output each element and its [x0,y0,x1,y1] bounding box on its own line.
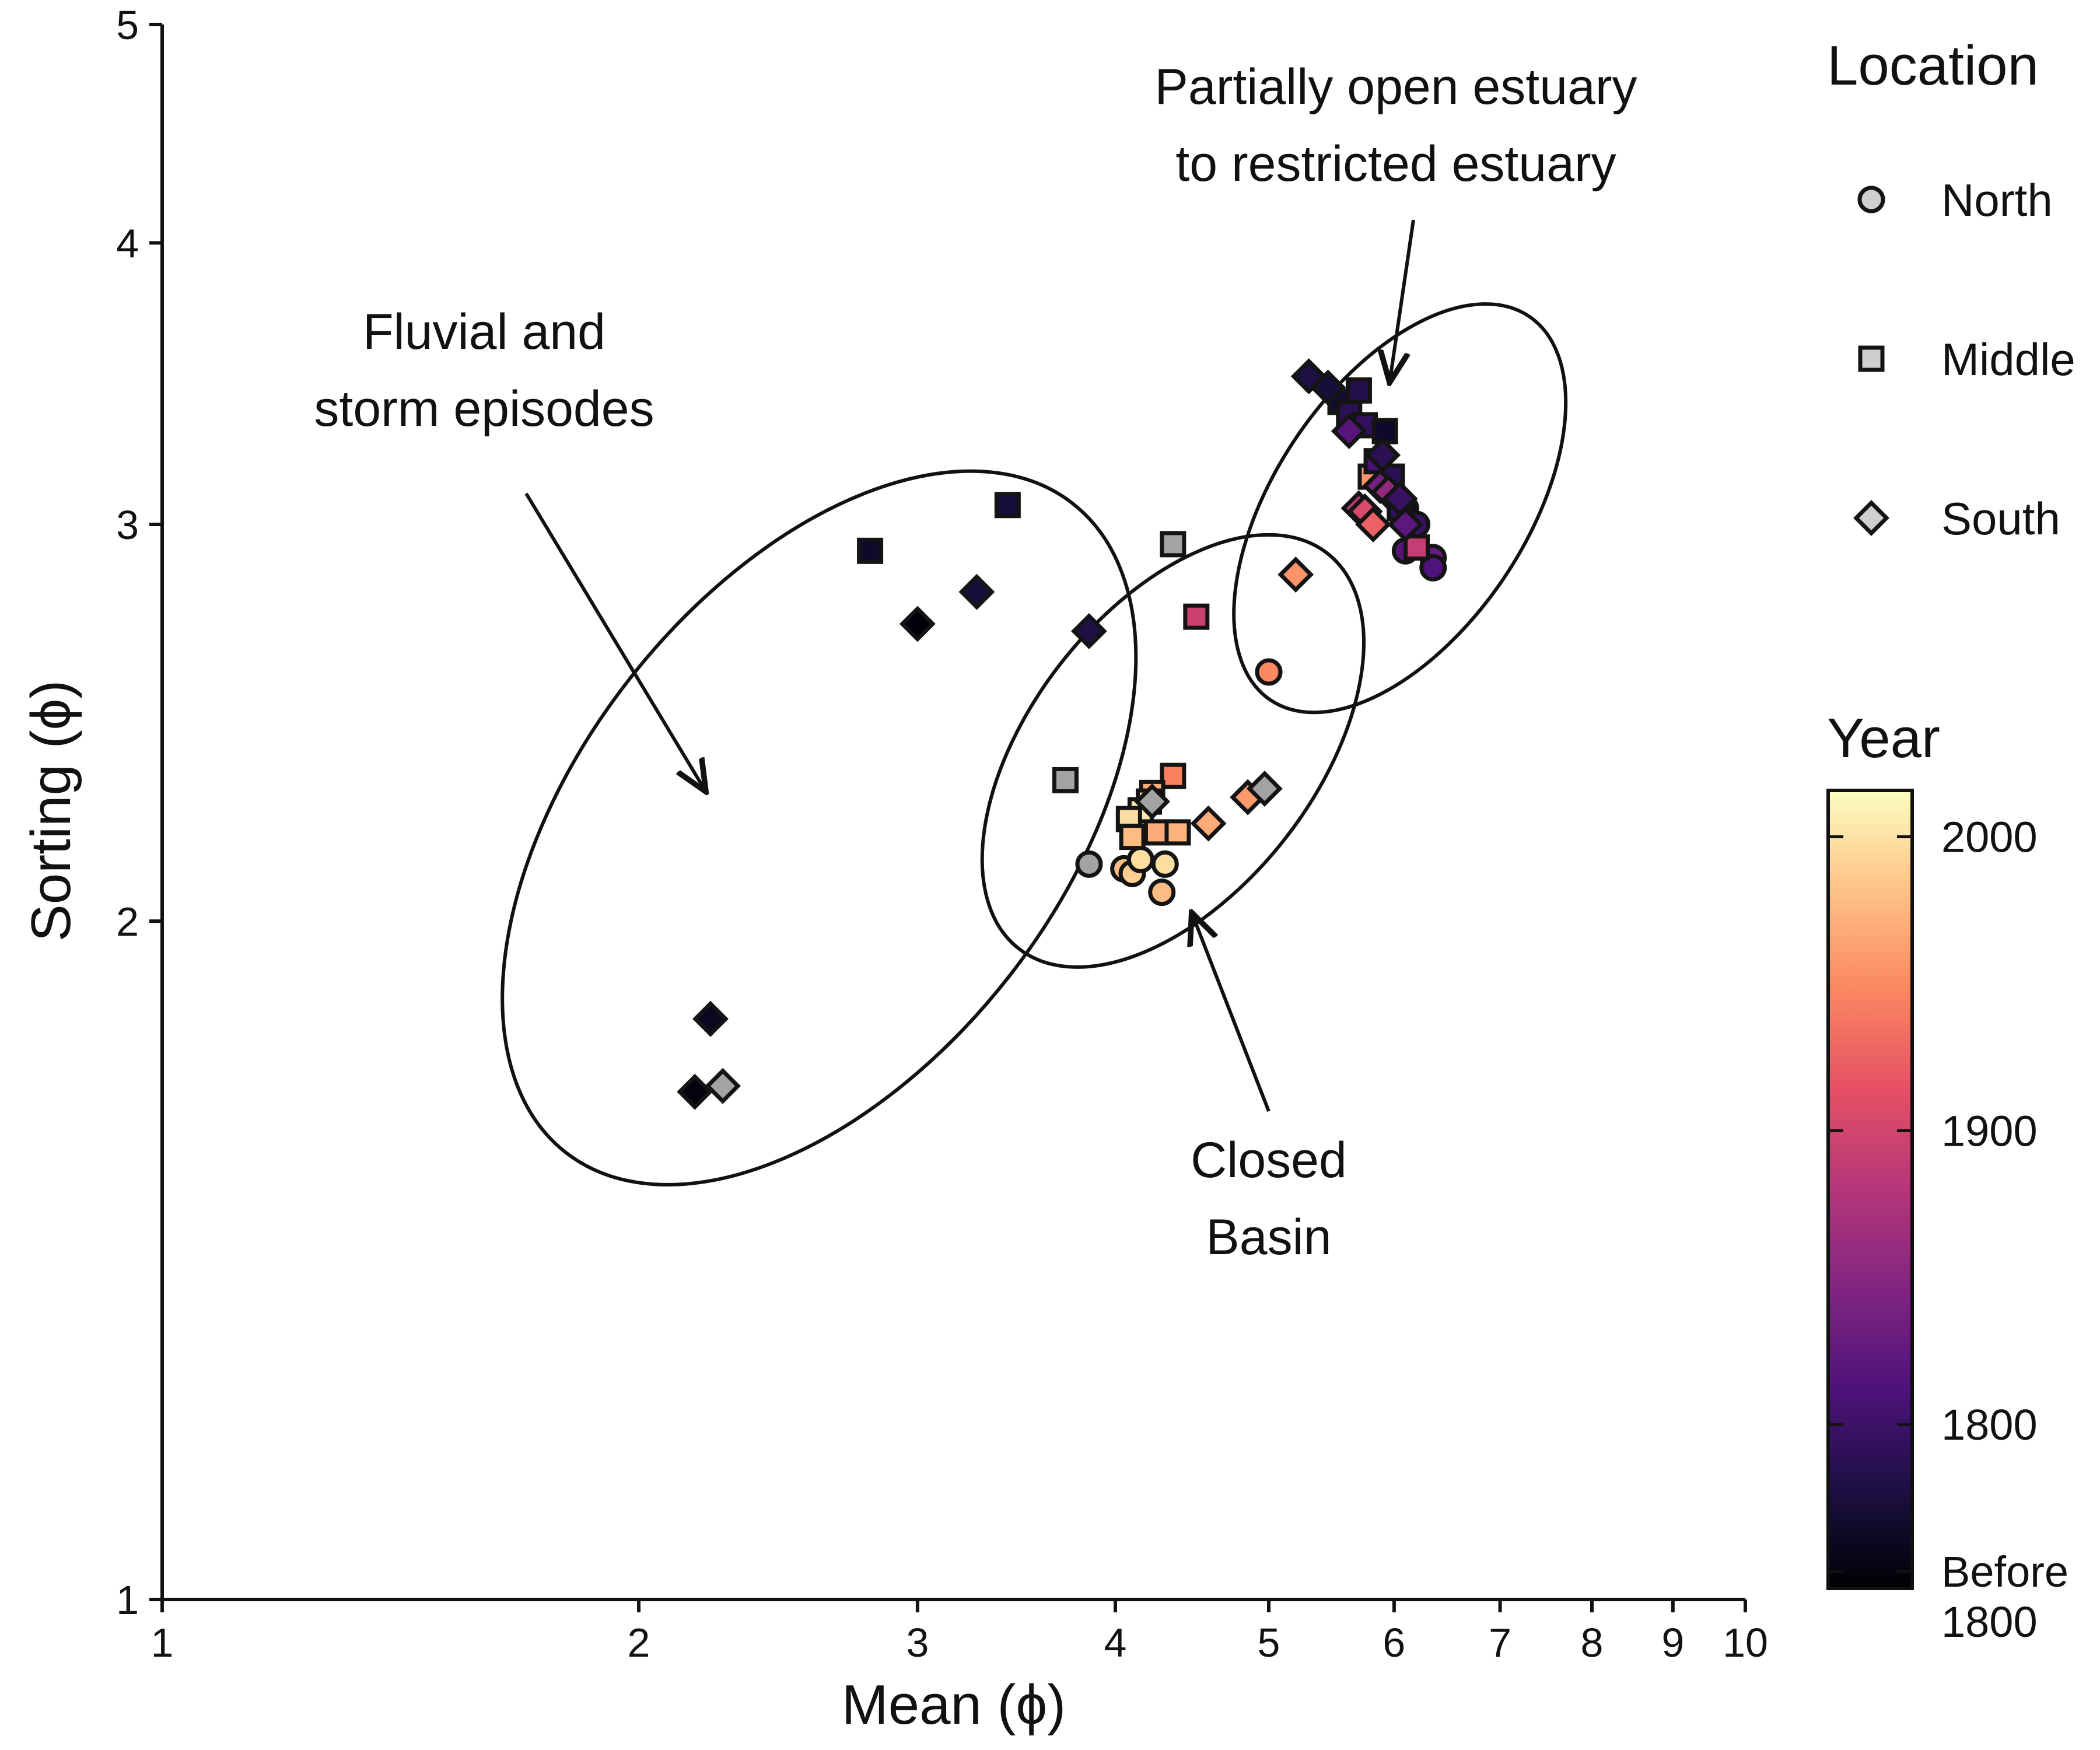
legend-label-north: North [1941,174,2053,226]
legend-label-south: South [1941,493,2060,544]
point-north [1075,850,1103,878]
x-tick-label: 5 [1258,1620,1280,1665]
x-tick-label: 4 [1104,1620,1127,1665]
point-south [1190,805,1227,842]
x-tick-label: 7 [1489,1620,1511,1665]
x-tick-label: 8 [1581,1620,1604,1665]
annotation-arrow-closed-basin [1193,916,1270,1112]
point-south [1070,612,1107,649]
point-middle [1404,534,1430,561]
legend: Location North Middle South [1827,34,2076,544]
point-middle [1160,762,1186,789]
colorbar: Year 2000 1900 1800 Before 1800 [1826,707,2068,1646]
y-tick-label: 2 [116,899,139,944]
point-middle [1183,603,1210,630]
x-tick-label: 3 [906,1620,929,1665]
x-tick-label: 1 [151,1620,174,1665]
colorbar-ticks: 2000 1900 1800 Before 1800 [1828,813,2068,1646]
point-south [899,606,936,642]
point-south [705,1068,741,1104]
annotation-label-estuary: Partially open estuary to restricted estu… [1155,59,1637,192]
point-middle [1052,766,1079,793]
point-middle [994,492,1021,519]
point-south [1364,437,1401,474]
y-tick-label: 5 [116,2,139,48]
point-south [958,573,995,610]
point-middle [1371,418,1398,444]
x-tick-label: 6 [1382,1620,1405,1665]
x-axis-ticks: 1 2 3 4 5 6 7 8 9 10 [151,1600,1768,1665]
point-south [1355,506,1391,542]
y-tick-label: 1 [116,1577,139,1623]
point-south [1278,556,1314,593]
point-south [677,1073,713,1110]
colorbar-title: Year [1827,707,1940,769]
legend-entries: North Middle South [1853,174,2076,544]
legend-symbol-south [1853,500,1889,536]
point-middle [1345,377,1372,404]
colorbar-tick-label: Before 1800 [1941,1548,2068,1646]
point-north [1126,846,1154,874]
point-north [1151,850,1179,878]
annotation-label-fluvial: Fluvial and storm episodes [314,304,654,437]
annotation-ellipse-fluvial [501,469,1138,1186]
y-tick-label: 3 [116,502,139,548]
point-south [1310,369,1346,406]
y-tick-label: 4 [116,220,139,266]
data-points [677,358,1447,1110]
point-south [1387,506,1424,542]
point-south [1134,783,1171,820]
point-north [1419,554,1447,582]
y-axis: 1 2 3 4 5 Sorting (ϕ) [20,2,164,1623]
annotation-arrow-fluvial [524,492,704,789]
y-axis-ticks: 1 2 3 4 5 [116,2,162,1623]
point-middle [1164,819,1191,846]
legend-title: Location [1827,34,2039,97]
annotation-label-closed-basin: Closed Basin [1191,1132,1347,1265]
point-middle [1119,824,1146,850]
annotation-ellipse-closed-basin [980,533,1366,969]
x-axis: 1 2 3 4 5 6 7 8 9 10 Mean (ϕ) [151,1598,1768,1736]
y-axis-title: Sorting (ϕ) [20,680,82,942]
colorbar-gradient [1826,789,1914,1590]
point-middle [857,537,884,564]
x-tick-label: 9 [1661,1620,1684,1665]
plot-area: Partially open estuary to restricted estu… [314,59,1637,1265]
legend-label-middle: Middle [1941,334,2076,385]
x-tick-label: 2 [628,1620,650,1665]
point-north [1255,658,1283,686]
point-south [1246,771,1283,807]
point-south [692,1000,729,1037]
colorbar-tick-label: 1900 [1941,1107,2038,1155]
annotation-arrow-estuary [1390,219,1415,379]
colorbar-tick-label: 1800 [1941,1401,2038,1449]
legend-symbol-middle [1858,345,1885,372]
point-south [1331,413,1367,450]
point-north [1148,878,1176,907]
legend-symbol-north [1857,186,1885,214]
point-middle [1143,819,1170,846]
x-axis-title: Mean (ϕ) [842,1674,1066,1736]
x-tick-label: 10 [1723,1620,1768,1665]
point-middle [1160,531,1186,558]
annotation-ellipse-estuary [1232,302,1568,715]
colorbar-tick-label: 2000 [1941,813,2038,862]
